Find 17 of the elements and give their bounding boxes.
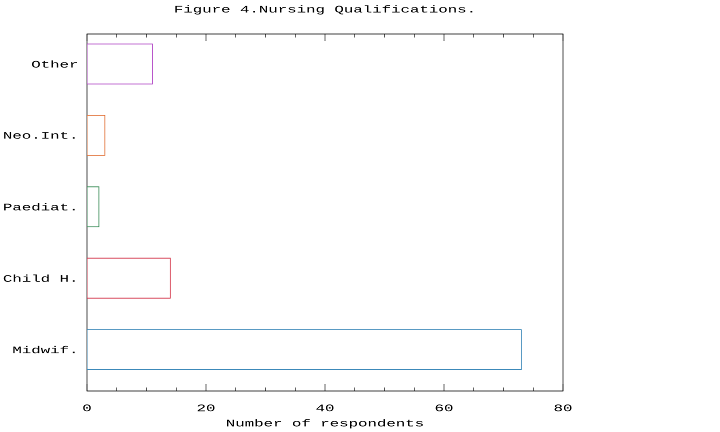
- x-tick-label: 80: [554, 404, 572, 412]
- x-tick-label: 20: [198, 404, 214, 412]
- x-axis-title: Number of respondents: [227, 419, 423, 428]
- y-tick-label: Midwif.: [13, 346, 75, 354]
- chart-title: Figure 4.Nursing Qualifications.: [175, 5, 472, 15]
- bar: [87, 258, 171, 299]
- y-tick-label: Child H.: [4, 274, 75, 282]
- bar: [87, 115, 106, 156]
- bar: [87, 44, 153, 84]
- y-tick-label: Neo.Int.: [4, 132, 75, 139]
- x-tick-label: 60: [436, 404, 452, 412]
- y-tick-label: Paediat.: [4, 203, 75, 210]
- x-tick-label: 0: [83, 404, 91, 412]
- bar: [87, 186, 100, 228]
- y-tick-label: Other: [32, 60, 78, 68]
- bar: [87, 329, 522, 370]
- x-tick-label: 40: [316, 404, 334, 412]
